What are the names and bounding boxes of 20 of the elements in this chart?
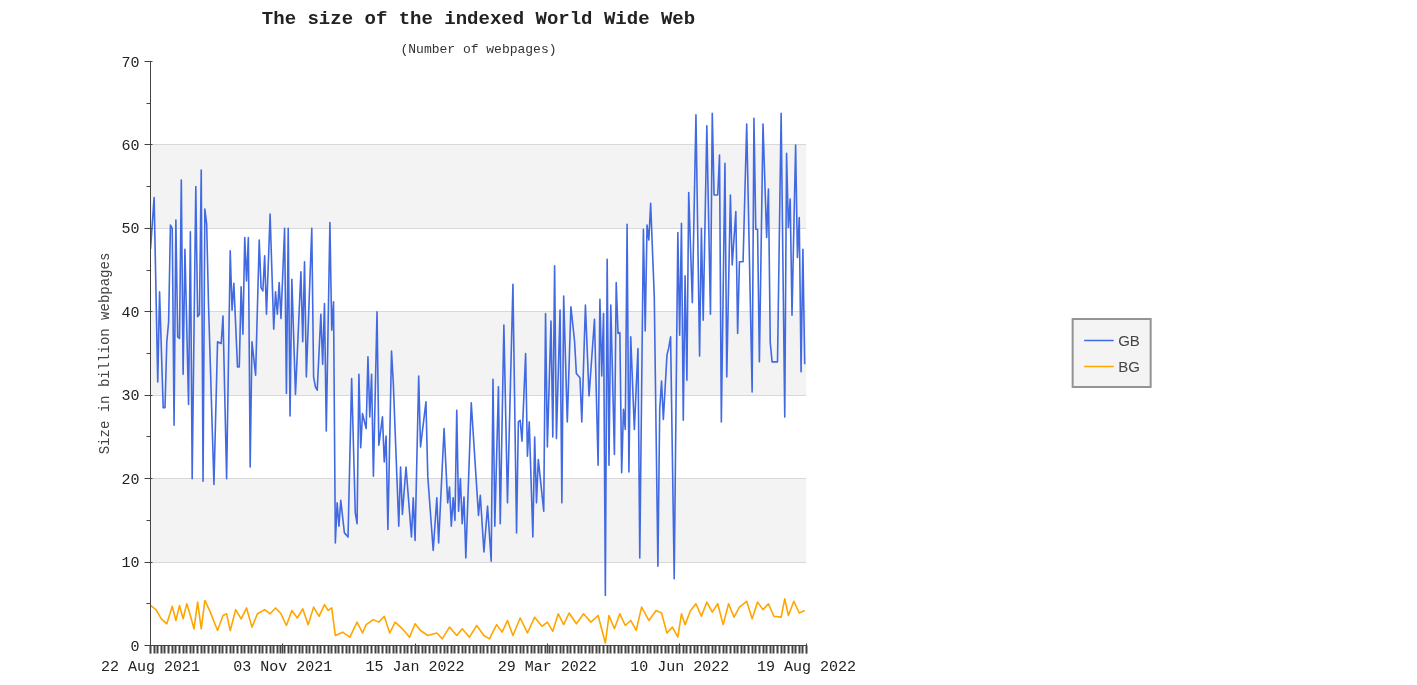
chart-title: The size of the indexed World Wide Web [261,7,696,30]
y-tick-label: 30 [121,388,140,406]
y-tick-label: 60 [121,137,140,155]
legend-label: BG [1118,357,1140,375]
y-tick-label: 50 [121,221,140,239]
legend-label: GB [1118,331,1140,349]
chart-subtitle: (Number of webpages) [400,41,557,57]
x-tick-label: 29 Mar 2022 [497,658,597,676]
y-tick-label: 10 [121,555,140,573]
x-tick-label: 19 Aug 2022 [756,658,857,676]
y-tick-label: 20 [121,471,140,489]
x-tick-label: 10 Jun 2022 [630,658,730,676]
x-tick-label: 22 Aug 2021 [100,658,201,676]
x-tick-label: 03 Nov 2021 [233,658,333,676]
y-tick-label: 40 [121,304,140,322]
y-tick-label: 0 [130,638,140,656]
line-series [150,112,806,597]
y-axis-title: Size in billion webpages [97,252,114,455]
y-tick-label: 70 [121,54,140,72]
x-tick-label: 15 Jan 2022 [365,658,465,676]
